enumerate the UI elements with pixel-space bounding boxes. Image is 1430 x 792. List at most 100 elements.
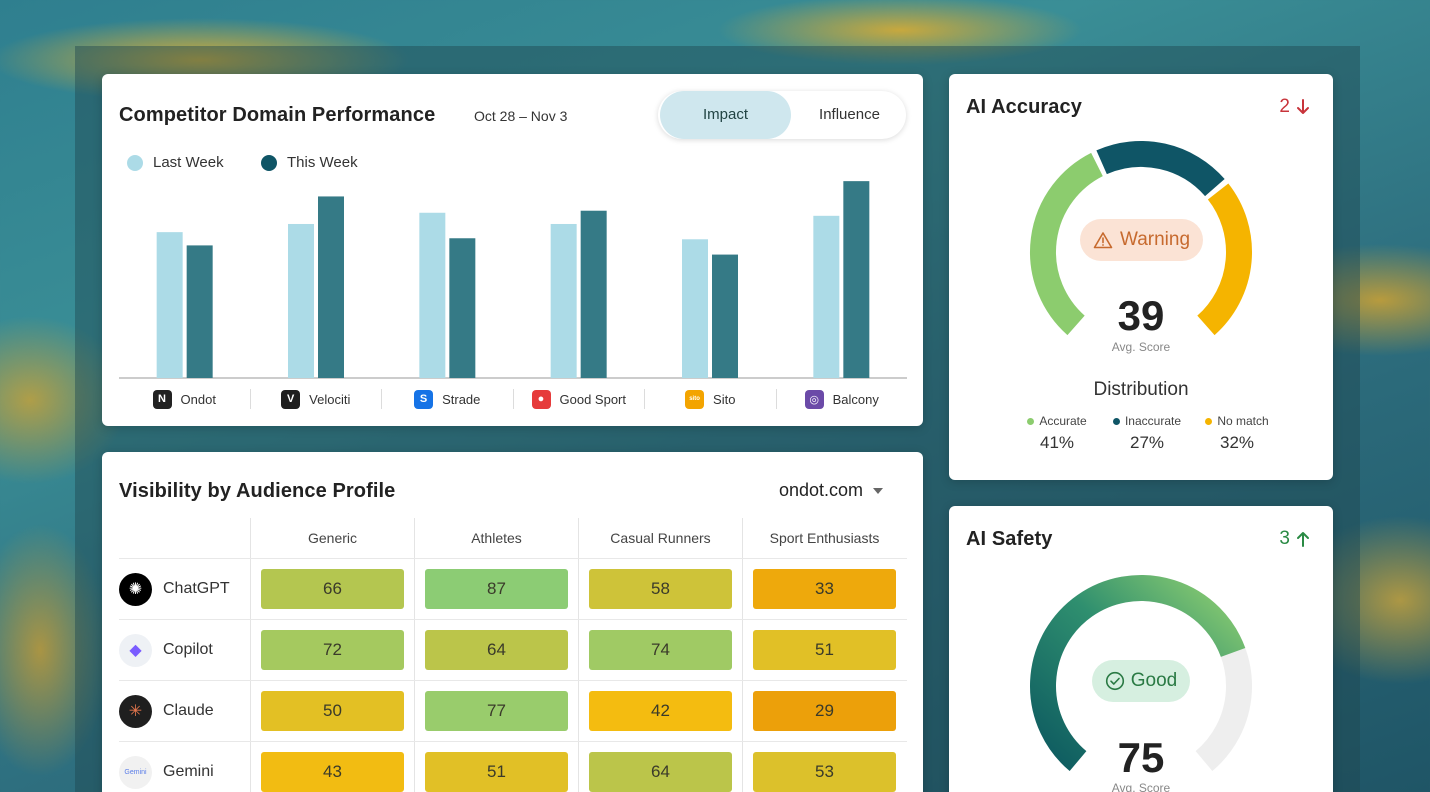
brand-label: Ondot — [180, 391, 216, 407]
grid-corner — [119, 518, 250, 558]
score-cell[interactable]: 51 — [425, 752, 568, 792]
distribution-label: Accurate — [1039, 414, 1087, 428]
bar-velociti-last-week[interactable] — [288, 223, 314, 378]
distribution-value: 27% — [1129, 433, 1165, 452]
bar-ondot-last-week[interactable] — [156, 232, 183, 378]
brand-label: Velociti — [309, 391, 351, 407]
copilot-icon: ◆ — [119, 633, 152, 667]
strade-logo-icon: S — [414, 389, 434, 409]
bar-good-sport-this-week[interactable] — [580, 210, 607, 378]
bar-ondot-this-week[interactable] — [186, 245, 213, 378]
score-cell[interactable]: 64 — [589, 752, 732, 792]
score-cell[interactable]: 66 — [261, 569, 404, 609]
bar-good-sport-last-week[interactable] — [550, 223, 577, 378]
cell-wrap: 58 — [578, 559, 742, 619]
score-cell[interactable]: 50 — [261, 691, 404, 731]
bar-balcony-this-week[interactable] — [843, 181, 870, 378]
brand-velociti: V Velociti — [249, 389, 382, 409]
cell-wrap: 64 — [578, 742, 742, 792]
score-cell[interactable]: 72 — [261, 630, 404, 670]
safety-score: 75 — [1117, 734, 1165, 781]
score-cell[interactable]: 51 — [753, 630, 896, 670]
safety-delta: 3 — [1279, 528, 1311, 550]
cell-wrap: 64 — [414, 620, 578, 680]
legend-this-week: This Week — [261, 154, 358, 171]
score-cell[interactable]: 42 — [589, 691, 732, 731]
legend-last-week: Last Week — [127, 154, 224, 171]
competitor-performance-card: Competitor Domain Performance Oct 28 – N… — [102, 74, 923, 426]
score-cell[interactable]: 77 — [425, 691, 568, 731]
score-cell[interactable]: 33 — [753, 569, 896, 609]
distribution-item: Accurate 41% — [1012, 414, 1102, 453]
gauge-segment-inaccurate — [1096, 141, 1225, 197]
cell-wrap: 42 — [578, 681, 742, 741]
row-name: Copilot — [163, 641, 213, 658]
good-sport-logo-icon: ● — [531, 389, 551, 409]
claude-icon: ✳ — [119, 694, 152, 728]
bar-strade-this-week[interactable] — [449, 238, 476, 378]
accuracy-score: 39 — [1117, 292, 1165, 339]
impact-influence-toggle: Impact Influence — [658, 91, 906, 139]
date-range: Oct 28 – Nov 3 — [474, 108, 568, 124]
distribution-dot — [1112, 417, 1120, 425]
row-name: Gemini — [163, 763, 214, 780]
distribution-key: No match — [1192, 414, 1282, 428]
brand-label: Balcony — [832, 391, 879, 407]
toggle-influence[interactable]: Influence — [819, 106, 880, 123]
table-row: Gemini Gemini 43 51 64 53 — [119, 741, 907, 792]
brand-label: Good Sport — [559, 391, 627, 407]
bar-velociti-this-week[interactable] — [318, 196, 344, 378]
brand-good-sport: ● Good Sport — [512, 389, 645, 409]
legend-last-week-label: Last Week — [153, 154, 224, 171]
score-cell[interactable]: 58 — [589, 569, 732, 609]
brand-label: Sito — [713, 391, 736, 407]
column-header: Sport Enthusiasts — [742, 518, 906, 558]
bar-strade-last-week[interactable] — [419, 212, 446, 378]
accuracy-gauge — [1030, 141, 1252, 336]
warning-label: Warning — [1119, 229, 1191, 250]
score-cell[interactable]: 74 — [589, 630, 732, 670]
bar-chart — [119, 181, 907, 379]
distribution-dot — [1205, 417, 1213, 425]
bar-sito-this-week[interactable] — [712, 254, 738, 378]
grid-header-row: Generic Athletes Casual Runners Sport Enthu… — [119, 518, 907, 558]
toggle-impact[interactable]: Impact — [660, 91, 791, 139]
row-label-copilot: ◆ Copilot — [119, 620, 250, 680]
balcony-logo-icon: ◎ — [804, 389, 824, 409]
score-cell[interactable]: 64 — [425, 630, 568, 670]
cell-wrap: 50 — [250, 681, 414, 741]
distribution-row: Accurate 41% Inaccurate 27% No match 32% — [1012, 414, 1282, 453]
visibility-grid: Generic Athletes Casual Runners Sport Enthu… — [119, 518, 907, 792]
cell-wrap: 43 — [250, 742, 414, 792]
domain-select[interactable]: ondot.com — [779, 480, 884, 501]
domain-select-value: ondot.com — [779, 480, 864, 500]
cell-wrap: 87 — [414, 559, 578, 619]
gauge-segment-no-match — [1197, 183, 1252, 336]
legend-this-week-label: This Week — [287, 154, 358, 171]
ai-safety-card: AI Safety 3 Good 75 Avg. Score — [949, 506, 1333, 792]
brand-sito: sito Sito — [644, 389, 776, 409]
score-cell[interactable]: 29 — [753, 691, 896, 731]
distribution-item: Inaccurate 27% — [1102, 414, 1192, 453]
score-cell[interactable]: 53 — [753, 752, 896, 792]
brand-axis: N Ondot V Velociti S Strade ● Good Sport sito Sit… — [119, 384, 907, 414]
distribution-key: Inaccurate — [1102, 414, 1192, 428]
arrow-down-icon — [1297, 99, 1309, 114]
velociti-logo-icon: V — [281, 389, 301, 409]
chevron-down-icon — [873, 487, 884, 494]
cell-wrap: 53 — [742, 742, 906, 792]
visibility-card-title: Visibility by Audience Profile — [119, 480, 396, 502]
check-circle-icon — [1105, 671, 1124, 691]
column-header: Casual Runners — [578, 518, 742, 558]
bar-sito-last-week[interactable] — [682, 239, 708, 378]
cell-wrap: 29 — [742, 681, 906, 741]
score-cell[interactable]: 87 — [425, 569, 568, 609]
bar-balcony-last-week[interactable] — [813, 215, 840, 378]
gauge-fill — [1030, 575, 1246, 772]
visibility-card: Visibility by Audience Profile ondot.com… — [102, 452, 923, 792]
table-row: ✳ Claude 50 77 42 29 — [119, 680, 907, 741]
score-cell[interactable]: 43 — [261, 752, 404, 792]
column-header: Athletes — [414, 518, 578, 558]
chatgpt-icon: ✺ — [119, 572, 152, 606]
distribution-value: 32% — [1219, 433, 1255, 452]
